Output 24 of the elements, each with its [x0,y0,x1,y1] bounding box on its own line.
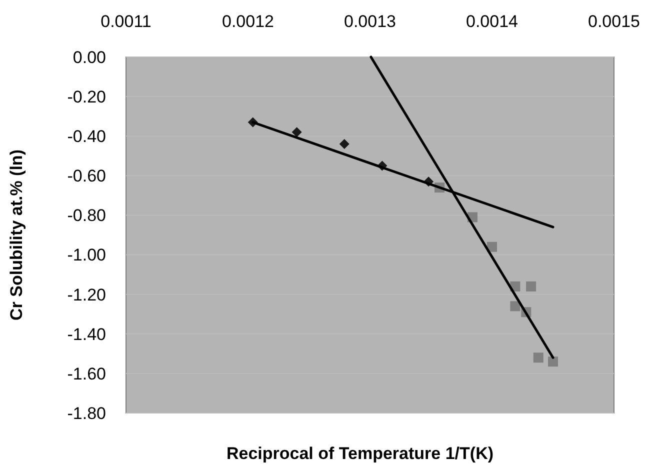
point [533,352,544,363]
y-axis-title: Cr Solubility at.% (ln) [7,150,26,320]
y-tick-label: -0.60 [67,166,106,186]
x-axis-title: Reciprocal of Temperature 1/T(K) [226,444,494,463]
y-tick-label: -0.40 [67,127,106,146]
y-tick-label: -1.80 [67,404,106,423]
x-tick-label: 0.0015 [588,12,640,31]
point [510,301,520,312]
point [526,281,536,292]
y-tick-label: -0.80 [67,206,106,226]
x-tick-label: 0.0011 [100,12,152,31]
y-tick-label: -0.20 [67,88,106,107]
y-tick-label: -1.20 [67,285,106,304]
x-tick-label: 0.0014 [466,12,518,31]
y-tick-label: -1.60 [67,364,106,384]
point [339,139,350,150]
y-tick-label: 0.00 [72,48,106,67]
y-tick-label: -1.40 [67,324,106,344]
point [292,127,302,138]
point [487,242,497,252]
x-tick-label: 0.0012 [222,12,274,31]
x-tick-label: 0.0013 [344,12,396,31]
point [548,356,558,367]
y-tick-label: -1.00 [67,246,106,265]
